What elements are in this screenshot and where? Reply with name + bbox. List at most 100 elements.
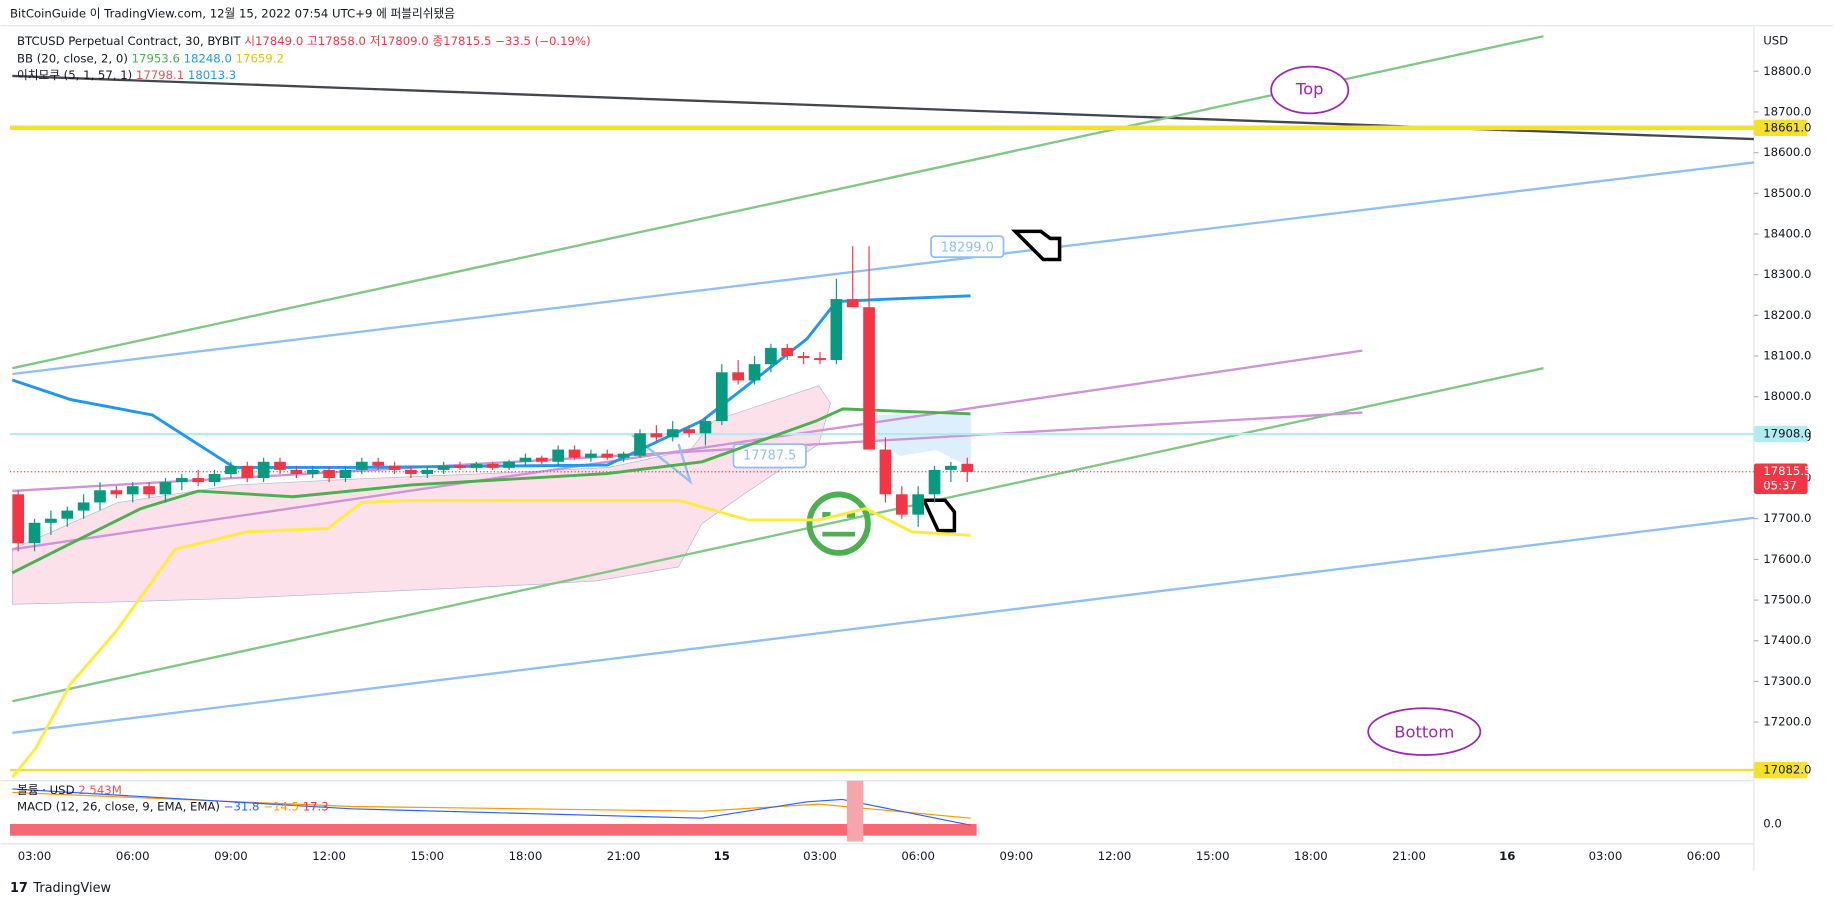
change: −33.5 (−0.19%)	[495, 33, 590, 47]
time-tick-label: 09:00	[214, 849, 248, 863]
candle-body	[372, 461, 385, 466]
footer: TradingView	[32, 881, 111, 896]
published-note: BitCoinGuide 이 TradingView.com, 12월 15, …	[10, 7, 455, 21]
price-tick-label: 18200.0	[1763, 308, 1811, 322]
callout-label: 18299.0	[941, 240, 994, 255]
price-marker	[1753, 119, 1808, 137]
time-tick-label: 03:00	[803, 849, 837, 863]
candle-body	[405, 469, 417, 474]
legend-line: 볼륨 · USD 2.543M	[17, 783, 122, 797]
candle-body	[274, 461, 286, 470]
candle-body	[126, 486, 139, 495]
candle-body	[830, 299, 843, 361]
time-tick-label: 21:00	[1392, 849, 1426, 863]
candle-body	[519, 457, 532, 462]
time-tick-label: 12:00	[1098, 849, 1132, 863]
candle-body	[928, 469, 941, 495]
bubble	[1270, 65, 1350, 115]
candle-body	[634, 433, 646, 456]
time-tick-label: 03:00	[1589, 849, 1623, 863]
candle-body	[846, 299, 859, 308]
candle-body	[666, 429, 679, 438]
bubble	[1367, 707, 1482, 756]
trendline	[12, 516, 1755, 735]
candle-body	[617, 453, 630, 458]
legend-line: BB (20, close, 2, 0) 17953.6 18248.0 176…	[17, 51, 284, 65]
macd-axis-label: 0.0	[1763, 817, 1782, 831]
candle-body	[568, 449, 581, 458]
price-tick-label: 17200.0	[1763, 715, 1811, 729]
ohlc: 고17858.0	[307, 33, 366, 47]
indicator-line	[11, 498, 971, 779]
volume: 볼륨 · USD	[17, 783, 75, 797]
callout	[930, 235, 1005, 259]
candle-body	[12, 494, 25, 544]
axis-unit: USD	[1763, 33, 1788, 47]
candle-body	[45, 518, 57, 523]
time-tick-label: 15:00	[410, 849, 444, 863]
candle-body	[895, 494, 908, 515]
symbol: BTCUSD Perpetual Contract, 30, BYBIT	[17, 33, 241, 47]
time-tick-label: 03:00	[18, 849, 52, 863]
legend-line: BTCUSD Perpetual Contract, 30, BYBIT 시17…	[17, 33, 591, 47]
price-tick-label: 17600.0	[1763, 552, 1811, 566]
price-marker	[1753, 425, 1808, 443]
macd-value: 17.3	[303, 799, 329, 813]
trendline	[12, 349, 1363, 551]
candle-body	[208, 473, 221, 483]
time-tick-label: 15:00	[1196, 849, 1230, 863]
ichimoku: 이치모쿠 (5, 1, 57, 1)	[17, 67, 132, 81]
candle-body	[388, 465, 401, 470]
trendline	[12, 161, 1755, 376]
time-tick-label: 16	[1499, 849, 1515, 863]
candle-body	[715, 372, 728, 422]
candle-body	[437, 465, 450, 470]
trendline	[12, 411, 1363, 493]
price-tick-label: 18000.0	[1763, 389, 1811, 403]
candle-body	[781, 347, 794, 357]
countdown: 05:37	[1763, 478, 1797, 492]
ohlc: 저17809.0	[370, 33, 429, 47]
callout-label: 17787.5	[743, 448, 796, 463]
candle-body	[143, 486, 155, 495]
candle-body	[814, 358, 826, 361]
candle-body	[241, 465, 254, 479]
candle-body	[863, 307, 875, 450]
candle-body	[961, 463, 974, 472]
price-tick-label: 18600.0	[1763, 145, 1811, 159]
candle-body	[355, 461, 368, 470]
price-marker-label: 17082.0	[1763, 763, 1811, 777]
candle-body	[61, 510, 74, 519]
candle-body	[192, 478, 205, 483]
price-tick-label: 17700.0	[1763, 511, 1811, 525]
candle-body	[225, 465, 237, 474]
annotation: Bottom	[1394, 722, 1454, 741]
price-marker	[1753, 463, 1808, 494]
price-tick-label: 18700.0	[1763, 104, 1811, 118]
candle-body	[732, 372, 745, 381]
arrow	[631, 433, 693, 485]
legend-line: 이치모쿠 (5, 1, 57, 1) 17798.1 18013.3	[17, 67, 236, 81]
trendline	[12, 367, 1544, 703]
candle-body	[650, 433, 663, 438]
macd-histogram	[10, 824, 977, 836]
price-tick-label: 18500.0	[1763, 186, 1811, 200]
callout	[732, 443, 807, 469]
macd-line	[12, 788, 971, 826]
time-tick-label: 18:00	[509, 849, 543, 863]
candle-body	[94, 490, 106, 503]
price-marker-label: 18661.0	[1763, 120, 1811, 134]
bb-value: 18248.0	[184, 51, 232, 65]
price-tick-label: 18400.0	[1763, 226, 1811, 240]
candle-body	[879, 449, 892, 495]
candle-body	[77, 502, 90, 511]
time-tick-label: 15	[714, 849, 730, 863]
smiley-eye	[846, 511, 856, 518]
volume-bar	[846, 780, 864, 842]
price-tick-label: 17500.0	[1763, 593, 1811, 607]
candle-body	[159, 482, 172, 495]
annotation: Top	[1295, 79, 1324, 98]
ohlc: 시17849.0	[244, 33, 303, 47]
candle-body	[306, 469, 319, 474]
